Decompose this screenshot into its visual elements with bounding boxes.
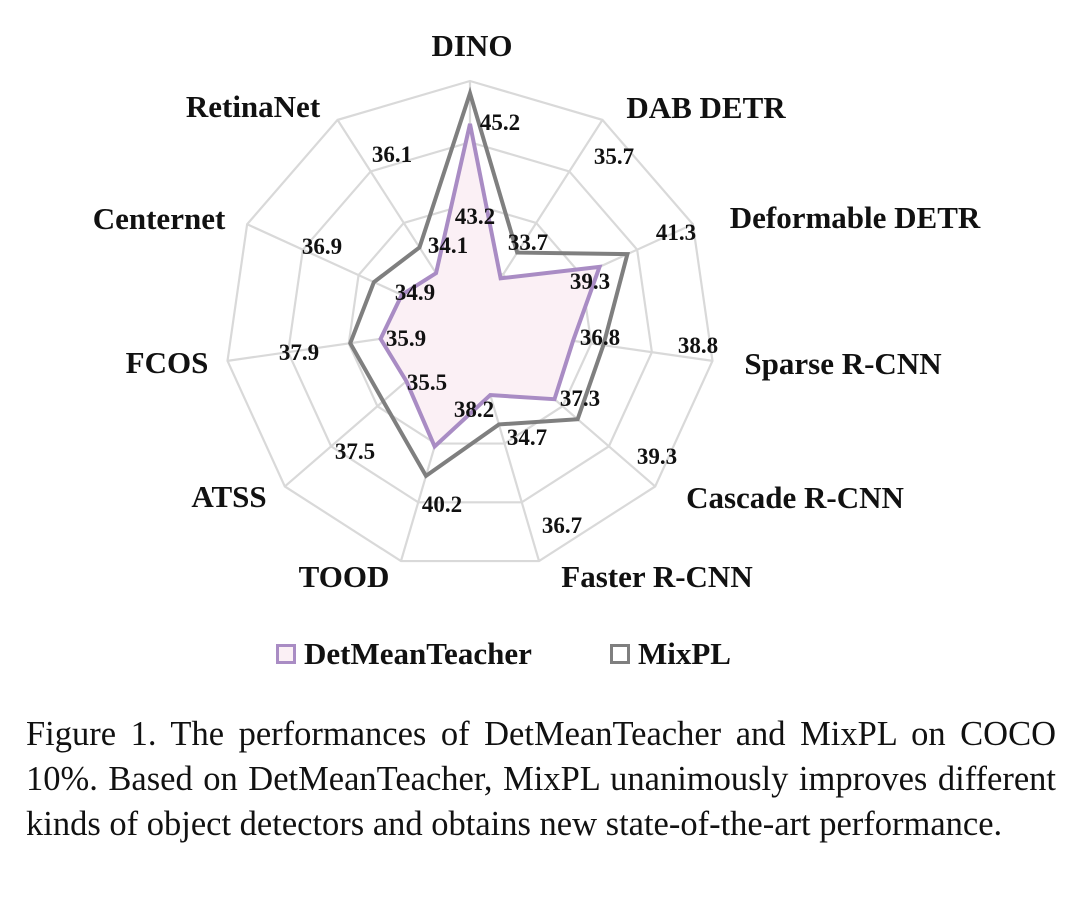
value-label-detmeanteacher-deformable-detr: 39.3 <box>570 269 610 294</box>
value-label-detmeanteacher-centernet: 34.9 <box>395 280 435 305</box>
axis-label-atss: ATSS <box>191 479 266 514</box>
value-label-detmeanteacher-dino: 43.2 <box>455 204 495 229</box>
axis-label-fcos: FCOS <box>126 345 209 380</box>
legend-item-mixpl: MixPL <box>610 636 731 672</box>
value-label-mixpl-tood: 40.2 <box>422 492 462 517</box>
legend-label-mixpl: MixPL <box>638 636 731 671</box>
legend-swatch-detmeanteacher <box>276 644 296 664</box>
value-label-mixpl-sparse-r-cnn: 38.8 <box>678 333 718 358</box>
axis-label-deformable-detr: Deformable DETR <box>730 200 981 235</box>
value-label-mixpl-centernet: 36.9 <box>302 234 342 259</box>
value-label-mixpl-cascade-r-cnn: 39.3 <box>637 444 677 469</box>
value-label-detmeanteacher-dab-detr: 33.7 <box>508 230 548 255</box>
value-label-detmeanteacher-cascade-r-cnn: 37.3 <box>560 386 600 411</box>
value-label-mixpl-fcos: 37.9 <box>279 340 319 365</box>
legend-label-detmeanteacher: DetMeanTeacher <box>304 636 532 671</box>
value-label-detmeanteacher-retinanet: 34.1 <box>428 233 468 258</box>
axis-label-retinanet: RetinaNet <box>186 89 321 124</box>
axis-label-centernet: Centernet <box>93 201 226 236</box>
legend-swatch-mixpl <box>610 644 630 664</box>
axis-label-dino: DINO <box>432 28 513 63</box>
value-label-mixpl-dino: 45.2 <box>480 110 520 135</box>
legend: DetMeanTeacher MixPL <box>0 632 1076 680</box>
grid-ring-4 <box>226 79 714 563</box>
value-label-mixpl-retinanet: 36.1 <box>372 142 412 167</box>
axis-label-dab-detr: DAB DETR <box>626 90 786 125</box>
value-label-detmeanteacher-sparse-r-cnn: 36.8 <box>580 325 620 350</box>
value-label-detmeanteacher-tood: 38.2 <box>454 397 494 422</box>
series-mixpl-polygon <box>348 86 630 479</box>
axis-label-sparse-r-cnn: Sparse R-CNN <box>744 346 941 381</box>
value-label-detmeanteacher-faster-r-cnn: 34.7 <box>507 425 547 450</box>
value-label-detmeanteacher-fcos: 35.9 <box>386 326 426 351</box>
legend-item-detmeanteacher: DetMeanTeacher <box>276 636 532 672</box>
value-label-mixpl-dab-detr: 35.7 <box>594 144 634 169</box>
radar-chart: DINO DAB DETR Deformable DETR Sparse R-CNN C… <box>93 28 981 594</box>
value-label-mixpl-deformable-detr: 41.3 <box>656 220 696 245</box>
axis-label-faster-r-cnn: Faster R-CNN <box>561 559 752 594</box>
value-label-mixpl-atss: 37.5 <box>335 439 375 464</box>
axis-label-cascade-r-cnn: Cascade R-CNN <box>686 480 904 515</box>
axis-label-tood: TOOD <box>299 559 390 594</box>
value-label-mixpl-faster-r-cnn: 36.7 <box>542 513 582 538</box>
series-detmeanteacher-polygon <box>378 123 603 450</box>
value-label-detmeanteacher-atss: 35.5 <box>407 370 447 395</box>
grid-ring-3 <box>286 141 654 504</box>
figure-caption: Figure 1. The performances of DetMeanTea… <box>26 715 1056 843</box>
